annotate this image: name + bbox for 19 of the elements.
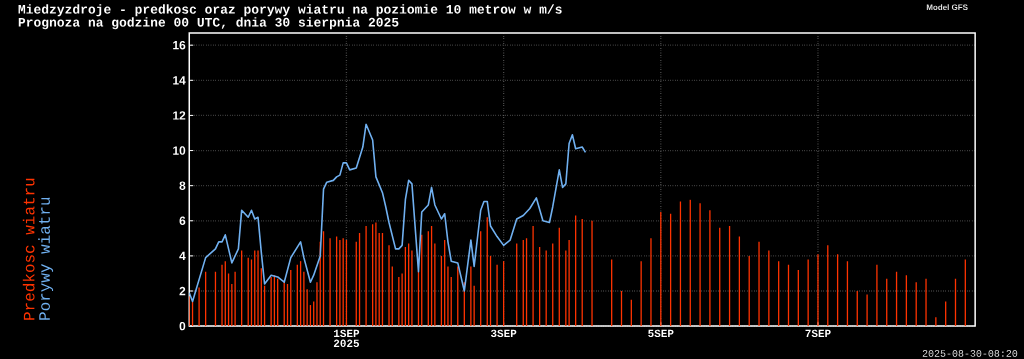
y-tick-label: 6	[179, 216, 186, 225]
text: 2025-08-30-08:20	[922, 350, 1018, 357]
y-tick-label: 0	[179, 321, 186, 331]
line-series	[189, 123, 587, 303]
x-tick-label: 3SEP	[490, 329, 517, 338]
x-tick-label: 1SEP 2025	[333, 329, 360, 348]
y-tick-label: 2	[179, 286, 186, 296]
y-tick-label: 12	[173, 111, 186, 120]
x-tick-label: 7SEP	[805, 329, 831, 338]
chart-subtitle: Prognoza na godzine 00 UTC, dnia 30 sierpnia 2025	[18, 17, 399, 30]
text: Predkosc wiatru	[22, 178, 35, 320]
text: Porywy wiatru	[38, 197, 54, 320]
y-tick-label: 14	[173, 76, 186, 85]
y-tick-label: 10	[173, 146, 186, 155]
chart-title: Miedzyzdroje - predkosc oraz porywy wiatru na poziomie 10 metrow w m/s	[18, 4, 562, 17]
y-tick-label: 8	[179, 181, 186, 190]
y-tick-label: 4	[179, 251, 186, 260]
y-tick-label: 16	[173, 40, 186, 50]
x-tick-label: 5SEP	[648, 329, 674, 338]
